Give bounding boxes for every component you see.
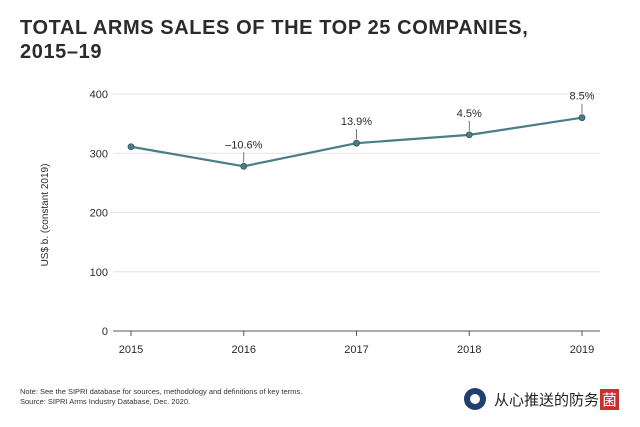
watermark: 从心推送的防务菌 <box>464 384 620 414</box>
y-tick-label-300: 300 <box>90 148 108 160</box>
wechat-logo-icon <box>464 388 486 410</box>
data-point-2015 <box>127 143 135 151</box>
watermark-text: 从心推送的防务 <box>494 390 600 409</box>
y-axis-label: US$ b. (constant 2019) <box>40 164 51 267</box>
y-tick-label-100: 100 <box>90 267 108 279</box>
data-point-2016 <box>240 162 248 170</box>
x-tick-label-2019: 2019 <box>570 344 594 356</box>
data-point-2019 <box>578 114 586 122</box>
gridlines <box>113 93 600 273</box>
source-note: Source: SIPRI Arms Industry Database, De… <box>20 397 191 406</box>
annotation-label-2019: 8.5% <box>569 91 594 103</box>
watermark-badge: 菌 <box>600 388 620 410</box>
data-labels: –10.6% 13.9% 4.5% 8.5% <box>225 91 595 163</box>
y-tick-label-200: 200 <box>90 208 108 220</box>
axes: 0 100 200 300 400 2015 2016 2017 2018 2019 <box>90 89 600 356</box>
data-point-2017 <box>353 139 360 147</box>
annotation-label-2018: 4.5% <box>457 108 482 120</box>
footnote: Note: See the SIPRI database for sources… <box>20 387 302 407</box>
data-point-2018 <box>465 131 473 139</box>
x-tick-label-2017: 2017 <box>344 344 368 356</box>
x-tick-label-2015: 2015 <box>119 344 143 356</box>
methodology-note: Note: See the SIPRI database for sources… <box>20 387 303 396</box>
y-tick-label-0: 0 <box>102 326 108 338</box>
x-tick-label-2018: 2018 <box>457 344 481 356</box>
y-tick-label-400: 400 <box>90 89 108 101</box>
x-tick-label-2016: 2016 <box>232 344 256 356</box>
annotation-label-2016: –10.6% <box>225 139 263 151</box>
chart-title: TOTAL ARMS SALES OF THE TOP 25 COMPANIES… <box>20 17 529 63</box>
data-series <box>127 114 586 170</box>
annotation-label-2017: 13.9% <box>341 116 372 128</box>
line-chart: 0 100 200 300 400 2015 2016 2017 2018 2019 –10.6%… <box>40 89 600 356</box>
